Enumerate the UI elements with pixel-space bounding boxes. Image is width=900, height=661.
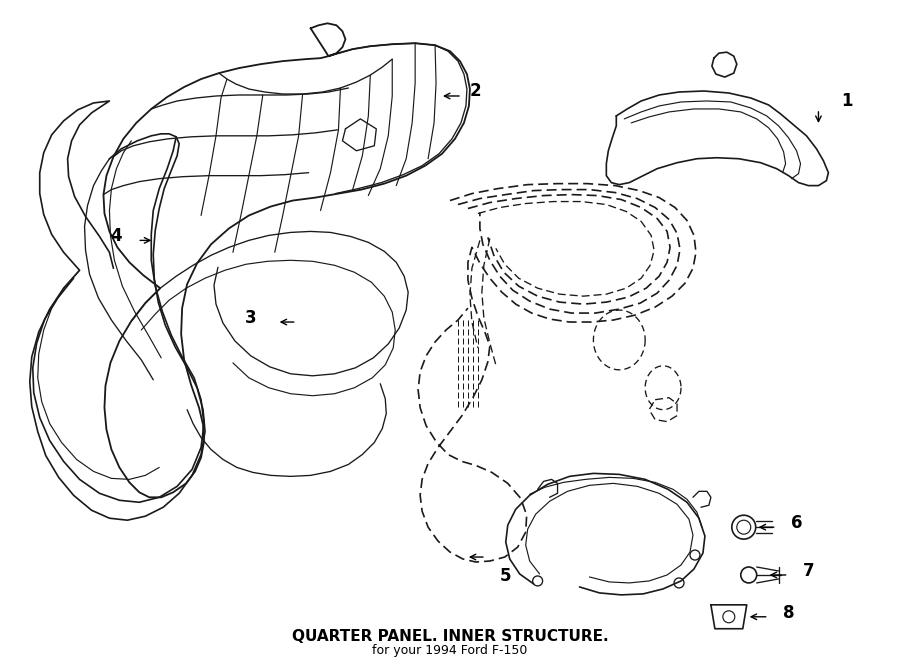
Text: 5: 5	[500, 567, 511, 585]
Text: 7: 7	[803, 562, 815, 580]
Text: 6: 6	[790, 514, 802, 532]
Text: for your 1994 Ford F-150: for your 1994 Ford F-150	[373, 644, 527, 657]
Text: QUARTER PANEL. INNER STRUCTURE.: QUARTER PANEL. INNER STRUCTURE.	[292, 629, 608, 644]
Text: 3: 3	[245, 309, 256, 327]
Text: 2: 2	[470, 82, 482, 100]
Text: 8: 8	[783, 603, 794, 622]
Text: 4: 4	[110, 227, 122, 245]
Text: 1: 1	[842, 92, 853, 110]
